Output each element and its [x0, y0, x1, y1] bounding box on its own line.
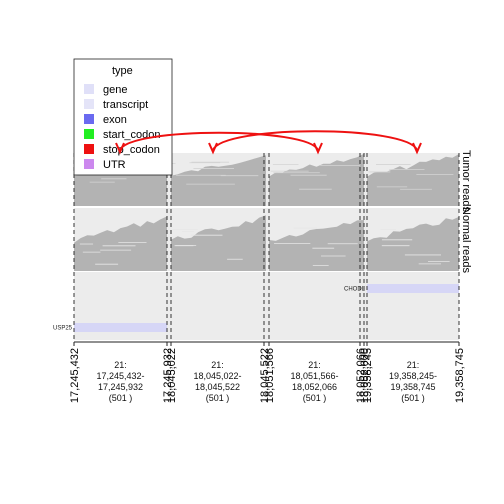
segment-label-4-1: 19,358,245-: [389, 371, 437, 381]
segment-label-4-3: (501 ): [401, 393, 425, 403]
legend-title: type: [112, 65, 133, 77]
gene-label-1: CHODL: [344, 287, 366, 293]
tick-label-start-4: 19,358,245: [362, 348, 374, 403]
gene-block-1: [367, 284, 459, 293]
legend-swatch-3: [84, 129, 94, 139]
track-label-normal: Normal reads: [460, 207, 472, 274]
segment-label-2-1: 18,051,566-: [290, 371, 338, 381]
segment-label-0-3: (501 ): [109, 393, 133, 403]
segment-label-2-0: 21:: [308, 360, 321, 370]
segment-label-4-2: 19,358,745: [390, 382, 435, 392]
legend-swatch-0: [84, 84, 94, 94]
legend-swatch-4: [84, 144, 94, 154]
segment-label-1-1: 18,045,022-: [193, 371, 241, 381]
arc-arrowhead-start-0: [209, 143, 217, 152]
x-axis: 17,245,432 17,245,93221:17,245,432-17,245…: [69, 342, 466, 403]
segment-label-0-0: 21:: [114, 360, 127, 370]
legend-swatch-1: [84, 99, 94, 109]
gene-block-0: [74, 323, 167, 332]
segment-label-2-2: 18,052,066: [292, 382, 337, 392]
gene-label-0: USP25: [53, 326, 73, 332]
tick-label-end-4: 19,358,745: [454, 348, 466, 403]
arc-arrowhead-end-1: [314, 143, 322, 152]
legend-label-1: transcript: [103, 99, 148, 111]
track-label-tumor: Tumor reads: [460, 150, 472, 212]
legend-label-0: gene: [103, 84, 127, 96]
legend-label-5: UTR: [103, 159, 126, 171]
segment-label-2-3: (501 ): [303, 393, 327, 403]
tick-label-start-1: 18,045,022: [166, 348, 178, 403]
arc-arrowhead-end-0: [413, 143, 421, 152]
legend-label-4: stop_codon: [103, 144, 160, 156]
segment-label-1-2: 18,045,522: [195, 382, 240, 392]
segment-label-1-3: (501 ): [206, 393, 230, 403]
legend: type gene transcript exon start_codon stop_co…: [74, 59, 172, 175]
legend-label-3: start_codon: [103, 129, 160, 141]
segment-label-0-2: 17,245,932: [98, 382, 143, 392]
legend-swatch-5: [84, 159, 94, 169]
segment-label-4-0: 21:: [407, 360, 420, 370]
segment-label-1-0: 21:: [211, 360, 224, 370]
legend-label-2: exon: [103, 114, 127, 126]
segment-label-0-1: 17,245,432-: [96, 371, 144, 381]
legend-swatch-2: [84, 114, 94, 124]
tick-label-start-2: 18,051,566: [264, 348, 276, 403]
tick-label-start-0: 17,245,432: [69, 348, 81, 403]
